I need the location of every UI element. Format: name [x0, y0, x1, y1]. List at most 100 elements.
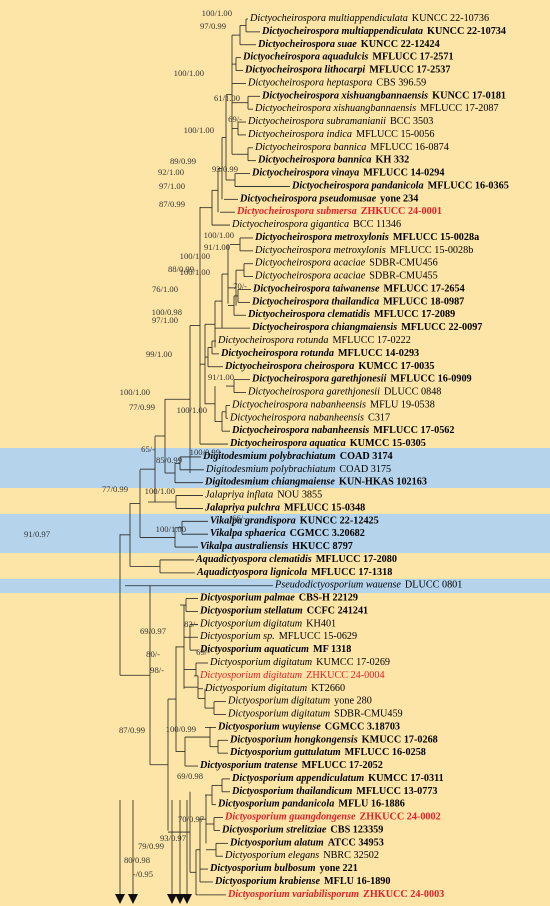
- taxon-name: Dictyosporium digitatum: [204, 683, 307, 694]
- taxon-name: Dictyocheirospora acaciae: [254, 271, 366, 282]
- strain: MFLUCC 17-2654: [384, 284, 465, 295]
- taxon-name: Dictyocheirospora metroxylonis: [254, 245, 386, 256]
- taxon-name: Dictyosporium pandanicola: [217, 799, 334, 810]
- taxon-label: Vikalpa grandispora KUNCC 22-12425: [210, 516, 379, 527]
- taxon-name: Dictyocheirospora bannica: [254, 142, 366, 153]
- taxon-label: Dictyosporium aquaticum MF 1318: [199, 644, 351, 655]
- strain: ZHKUCC 24-0004: [306, 670, 384, 681]
- taxon-name: Dictyocheirospora submersa: [236, 207, 357, 218]
- support-value: 66/-: [232, 513, 246, 523]
- strain: KH401: [306, 619, 336, 630]
- taxon-label: Dictyocheirospora acaciae SDBR-CMU456: [254, 258, 438, 269]
- support-value: 80/-: [146, 649, 160, 659]
- strain: SDBR-CMU459: [334, 709, 403, 720]
- strain: SDBR-CMU455: [369, 271, 438, 282]
- taxon-label: Dictyocheirospora submersa ZHKUCC 24-0001: [236, 207, 442, 218]
- taxon-name: Dictyocheirospora metroxylonis: [254, 232, 389, 243]
- taxon-label: Dictyocheirospora acaciae SDBR-CMU455: [254, 271, 438, 282]
- taxon-label: Digitodesmium polybrachiatum COAD 3175: [205, 464, 391, 475]
- strain: MFLUCC 17-2080: [316, 554, 397, 565]
- support-value: 100/1.00: [120, 387, 150, 397]
- strain: CBS-H 22129: [299, 593, 358, 604]
- taxon-label: Dictyocheirospora indica MFLUCC 15-0056: [247, 129, 434, 140]
- strain: MFLUCC 17-2571: [372, 52, 453, 63]
- support-value: 83/-: [184, 619, 198, 629]
- taxon-label: Digitodesmium polybrachiatum COAD 3174: [202, 451, 393, 462]
- strain: MFLUCC 16-0258: [345, 748, 426, 759]
- branches: [115, 18, 290, 904]
- taxon-name: Dictyocheirospora nabanheensis: [231, 426, 369, 437]
- strain: yone 234: [380, 194, 418, 205]
- support-value: 93/0.99: [212, 164, 238, 174]
- taxon-name: Dictyosporium alatum: [229, 838, 324, 849]
- support-value: 92/1.00: [158, 167, 184, 177]
- strain: MFLUCC 15-0028a: [393, 232, 479, 243]
- taxon-name: Dictyocheirospora multiappendiculata: [249, 13, 408, 24]
- taxon-label: Jalapriya inflata NOU 3855: [205, 490, 322, 501]
- taxon-label: Dictyosporium alatum ATCC 34953: [229, 838, 384, 849]
- taxon-name: Dictyocheirospora acaciae: [254, 258, 366, 269]
- support-value: 65/-: [141, 444, 155, 454]
- taxon-name: Vikalpa grandispora: [210, 516, 296, 527]
- taxon-label: Dictyocheirospora heptaspora CBS 396.59: [247, 78, 426, 89]
- taxon-label: Dictyosporium hongkongensis KMUCC 17-0268: [229, 735, 438, 746]
- support-value: 87/0.99: [159, 199, 185, 209]
- strain: KUMCC 17-0311: [368, 773, 444, 784]
- strain: COAD 3174: [340, 451, 393, 462]
- taxon-label: Dictyocheirospora aquatica KUMCC 15-0305: [229, 438, 426, 449]
- strain: KUNCC 22-12425: [300, 516, 379, 527]
- support-value: 93/0.97: [160, 833, 187, 843]
- taxon-name: Pseudodictyosporium wauense: [274, 580, 401, 591]
- strain: MFLUCC 17-2052: [302, 760, 383, 771]
- taxon-label: Dictyocheirospora garethjonesii MFLUCC 16…: [251, 374, 472, 385]
- strain: MFLUCC 17-2087: [420, 104, 498, 115]
- strain: CBS 396.59: [376, 78, 426, 89]
- strain: MFLUCC 22-0097: [401, 322, 482, 333]
- taxon-name: Dictyosporium palmae: [199, 593, 295, 604]
- taxon-name: Dictyosporium krabiense: [214, 876, 320, 887]
- support-value: 70/0.97: [178, 814, 205, 824]
- taxon-label: Dictyocheirospora xishuangbannaensis MFLU…: [254, 104, 499, 115]
- taxon-label: Dictyocheirospora nabanheensis MFLU 19-05…: [231, 400, 435, 411]
- strain: MFLUCC 18-0987: [383, 297, 464, 308]
- taxon-name: Dictyocheirospora heptaspora: [247, 78, 372, 89]
- taxon-name: Dictyosporium elegans: [224, 851, 319, 862]
- support-value: 69/-: [196, 647, 210, 657]
- taxon-label: Dictyosporium digitatum ZHKUCC 24-0004: [199, 670, 385, 681]
- strain: KMUCC 17-0268: [362, 735, 438, 746]
- taxon-name: Dictyocheirospora rotunda: [220, 348, 334, 359]
- taxon-label: Dictyosporium wuyiense CGMCC 3.18703: [217, 722, 400, 733]
- support-value: 100/0.98: [152, 307, 182, 317]
- strain: KUMCC 17-0269: [316, 657, 390, 668]
- support-value: 80/0.98: [124, 855, 150, 865]
- support-value: 88/0.99: [168, 264, 194, 274]
- strain: MFLUCC 16-0365: [428, 181, 509, 192]
- support-value: 77/0.99: [102, 484, 128, 494]
- strain: KUMCC 17-0035: [358, 361, 434, 372]
- strain: MFLUCC 14-0294: [363, 168, 444, 179]
- support-value: 91/0.97: [24, 529, 51, 539]
- strain: MFLU 16-1890: [324, 876, 391, 887]
- taxon-name: Dictyocheirospora clematidis: [247, 310, 370, 321]
- taxon-name: Dictyosporium wuyiense: [217, 722, 321, 733]
- support-value: 100/1.00: [177, 405, 207, 415]
- taxon-label: Dictyocheirospora metroxylonis MFLUCC 15-…: [254, 232, 479, 243]
- taxon-label: Dictyosporium tratense MFLUCC 17-2052: [199, 760, 383, 771]
- support-value: 70/-: [233, 281, 247, 291]
- strain: ZHKUCC 24-0001: [361, 207, 442, 218]
- taxon-name: Dictyosporium digitatum: [209, 657, 312, 668]
- taxon-label: Vikalpa australiensis HKUCC 8797: [200, 541, 353, 552]
- taxon-name: Dictyocheirospora thailandica: [251, 297, 379, 308]
- arrowhead: [167, 894, 177, 904]
- taxon-name: Dictyocheirospora suae: [257, 39, 357, 50]
- taxon-name: Dictyocheirospora xishuangbannaensis: [254, 104, 416, 115]
- taxon-name: Digitodesmium chiangmaiense: [204, 477, 335, 488]
- support-value: 91/1.00: [208, 372, 234, 382]
- taxon-label: Dictyocheirospora chiangmaiensis MFLUCC 2…: [251, 322, 482, 333]
- strain: SDBR-CMU456: [369, 258, 438, 269]
- taxon-label: Dictyosporium digitatum KUMCC 17-0269: [209, 657, 390, 668]
- strain: DLUCC 0848: [384, 387, 441, 398]
- taxon-label: Dictyocheirospora suae KUNCC 22-12424: [257, 39, 440, 50]
- taxon-name: Dictyocheirospora taiwanense: [252, 284, 380, 295]
- strain: C317: [368, 413, 390, 424]
